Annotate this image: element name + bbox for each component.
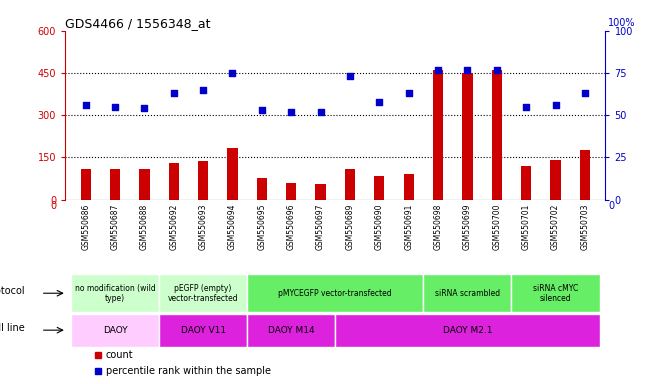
- Bar: [512, 274, 600, 312]
- Point: [433, 66, 443, 73]
- Text: GSM550687: GSM550687: [111, 203, 120, 250]
- Text: GSM550686: GSM550686: [81, 203, 90, 250]
- Bar: [71, 314, 159, 347]
- Point: [81, 102, 91, 108]
- Text: siRNA cMYC
silenced: siRNA cMYC silenced: [533, 283, 578, 303]
- Bar: [159, 274, 247, 312]
- Text: GSM550699: GSM550699: [463, 203, 472, 250]
- Text: siRNA scrambled: siRNA scrambled: [435, 289, 500, 298]
- Point: [374, 99, 385, 105]
- Bar: [374, 175, 385, 200]
- Point: [579, 90, 590, 96]
- Text: GSM550696: GSM550696: [286, 203, 296, 250]
- Bar: [110, 169, 120, 200]
- Bar: [81, 169, 90, 200]
- Text: 0: 0: [51, 201, 57, 211]
- Point: [521, 104, 531, 110]
- Text: GSM550700: GSM550700: [492, 203, 501, 250]
- Point: [198, 87, 208, 93]
- Text: GSM550703: GSM550703: [581, 203, 589, 250]
- Point: [110, 104, 120, 110]
- Text: GSM550695: GSM550695: [257, 203, 266, 250]
- Point: [227, 70, 238, 76]
- Bar: [462, 73, 473, 200]
- Text: pMYCEGFP vector-transfected: pMYCEGFP vector-transfected: [279, 289, 392, 298]
- Bar: [169, 163, 179, 200]
- Text: 0: 0: [608, 201, 615, 211]
- Bar: [159, 314, 247, 347]
- Text: GSM550688: GSM550688: [140, 203, 149, 250]
- Bar: [345, 169, 355, 200]
- Text: DAOY: DAOY: [103, 326, 128, 334]
- Text: GSM550690: GSM550690: [375, 203, 384, 250]
- Text: count: count: [105, 349, 133, 359]
- Text: GSM550698: GSM550698: [434, 203, 443, 250]
- Point: [492, 66, 502, 73]
- Text: no modification (wild
type): no modification (wild type): [75, 283, 156, 303]
- Text: GSM550693: GSM550693: [199, 203, 208, 250]
- Point: [404, 90, 414, 96]
- Bar: [521, 166, 531, 200]
- Text: DAOY M2.1: DAOY M2.1: [443, 326, 492, 334]
- Bar: [316, 184, 326, 200]
- Bar: [256, 179, 267, 200]
- Bar: [198, 161, 208, 200]
- Text: cell line: cell line: [0, 323, 25, 333]
- Text: GSM550702: GSM550702: [551, 203, 560, 250]
- Bar: [492, 70, 502, 200]
- Text: GSM550697: GSM550697: [316, 203, 325, 250]
- Point: [462, 66, 473, 73]
- Point: [315, 109, 326, 115]
- Bar: [247, 274, 423, 312]
- Text: percentile rank within the sample: percentile rank within the sample: [105, 366, 271, 376]
- Point: [345, 73, 355, 79]
- Point: [139, 105, 150, 111]
- Point: [286, 109, 296, 115]
- Text: GSM550692: GSM550692: [169, 203, 178, 250]
- Bar: [580, 150, 590, 200]
- Text: pEGFP (empty)
vector-transfected: pEGFP (empty) vector-transfected: [168, 283, 238, 303]
- Point: [169, 90, 179, 96]
- Text: DAOY M14: DAOY M14: [268, 326, 314, 334]
- Bar: [423, 274, 512, 312]
- Bar: [286, 183, 296, 200]
- Bar: [247, 314, 335, 347]
- Text: DAOY V11: DAOY V11: [180, 326, 226, 334]
- Bar: [139, 169, 150, 200]
- Text: GSM550691: GSM550691: [404, 203, 413, 250]
- Bar: [404, 174, 414, 200]
- Text: GDS4466 / 1556348_at: GDS4466 / 1556348_at: [65, 17, 211, 30]
- Bar: [550, 160, 561, 200]
- Text: GSM550689: GSM550689: [346, 203, 354, 250]
- Text: protocol: protocol: [0, 286, 25, 296]
- Bar: [433, 70, 443, 200]
- Text: 100%: 100%: [608, 18, 636, 28]
- Bar: [71, 274, 159, 312]
- Bar: [335, 314, 600, 347]
- Text: GSM550694: GSM550694: [228, 203, 237, 250]
- Bar: [227, 147, 238, 200]
- Text: GSM550701: GSM550701: [521, 203, 531, 250]
- Point: [550, 102, 561, 108]
- Point: [256, 107, 267, 113]
